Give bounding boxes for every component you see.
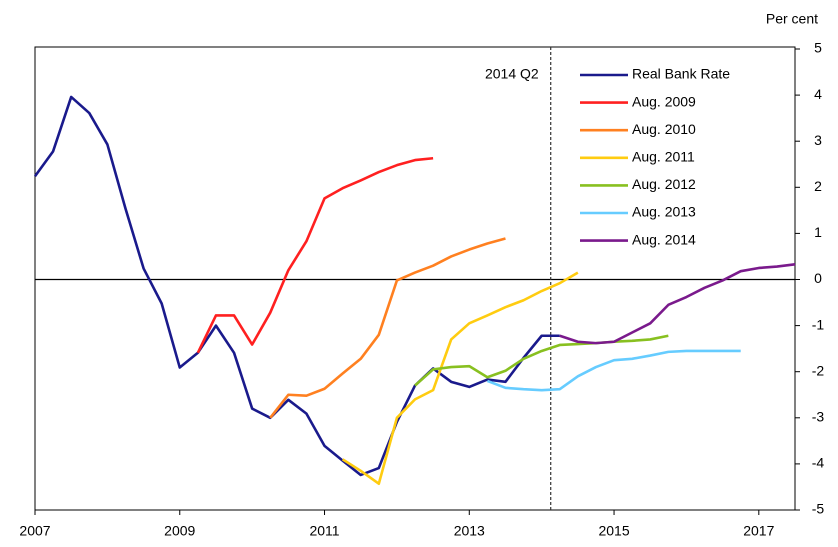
series-line bbox=[559, 262, 796, 345]
x-tick-label: 2011 bbox=[309, 523, 339, 539]
y-tick-label: -2 bbox=[812, 362, 825, 378]
series-line bbox=[341, 271, 579, 486]
series-line bbox=[269, 237, 506, 419]
series-line bbox=[196, 156, 434, 354]
y-tick-label: -4 bbox=[812, 455, 825, 471]
y-tick-label: 4 bbox=[814, 86, 822, 102]
y-tick-label: -3 bbox=[812, 409, 825, 425]
y-axis-label: Per cent bbox=[766, 11, 818, 27]
x-tick-label: 2007 bbox=[19, 523, 50, 539]
y-tick-label: 1 bbox=[814, 224, 822, 240]
y-tick-label: 2 bbox=[814, 178, 822, 194]
x-tick-label: 2013 bbox=[454, 523, 485, 539]
y-tick-label: -5 bbox=[812, 501, 825, 517]
series-line bbox=[414, 334, 669, 387]
x-tick-label: 2009 bbox=[164, 523, 195, 539]
x-tick-label: 2017 bbox=[743, 523, 774, 539]
legend-label: Aug. 2013 bbox=[632, 204, 696, 220]
y-tick-label: -1 bbox=[812, 316, 825, 332]
plot-frame bbox=[34, 46, 796, 511]
series-line bbox=[486, 349, 741, 392]
legend-label: Aug. 2010 bbox=[632, 121, 696, 137]
x-tick-label: 2015 bbox=[598, 523, 629, 539]
legend-label: Aug. 2011 bbox=[632, 149, 695, 165]
series-line bbox=[33, 95, 560, 477]
date-marker-label: 2014 Q2 bbox=[485, 66, 539, 82]
y-tick-label: 0 bbox=[814, 270, 822, 286]
legend-label: Aug. 2014 bbox=[632, 231, 696, 247]
legend-label: Real Bank Rate bbox=[632, 66, 730, 82]
legend-label: Aug. 2009 bbox=[632, 93, 696, 109]
y-tick-label: 3 bbox=[814, 132, 822, 148]
y-tick-label: 5 bbox=[814, 40, 822, 56]
legend-label: Aug. 2012 bbox=[632, 176, 696, 192]
